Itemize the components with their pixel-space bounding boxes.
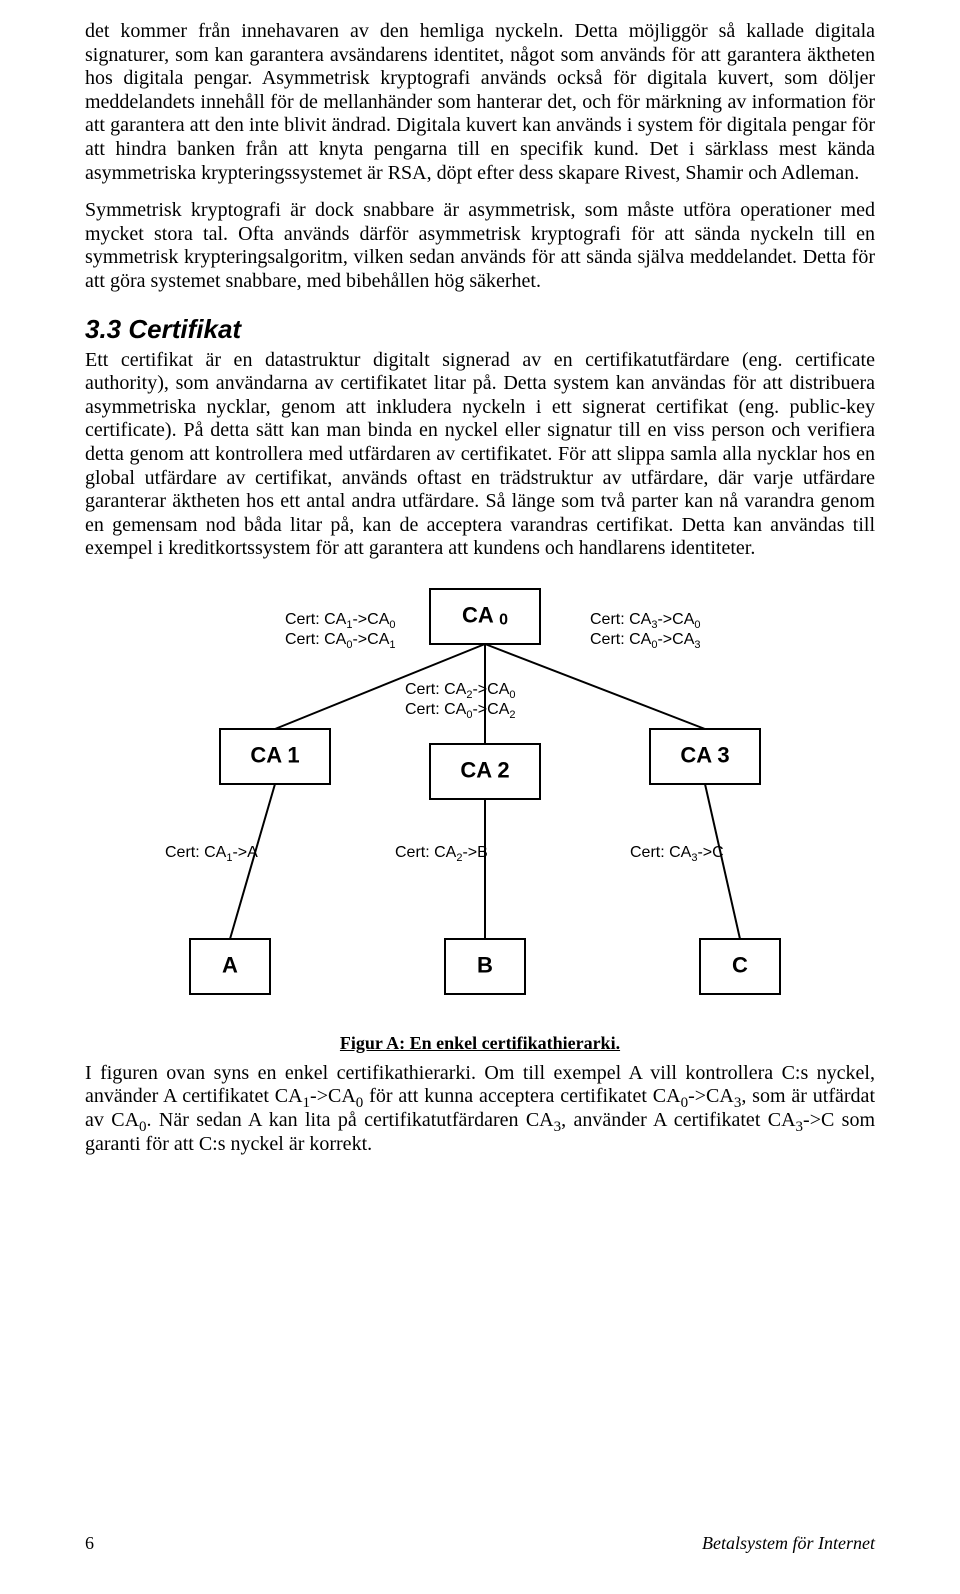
svg-text:Cert: CA2->CA0: Cert: CA2->CA0: [405, 681, 516, 701]
paragraph-3: Ett certifikat är en datastruktur digita…: [85, 349, 875, 561]
svg-text:CA 2: CA 2: [460, 757, 509, 782]
diagram-svg: Cert: CA1->CA0Cert: CA0->CA1 Cert: CA2->C…: [130, 579, 830, 1009]
svg-text:A: A: [222, 952, 238, 977]
svg-text:CA 3: CA 3: [680, 742, 729, 767]
svg-text:Cert: CA0->CA2: Cert: CA0->CA2: [405, 701, 516, 721]
svg-text:Cert: CA3->C: Cert: CA3->C: [630, 844, 724, 864]
doc-title: Betalsystem för Internet: [702, 1533, 875, 1554]
section-heading: 3.3 Certifikat: [85, 314, 875, 345]
svg-text:Cert: CA1->CA0: Cert: CA1->CA0: [285, 611, 396, 631]
certificate-hierarchy-diagram: Cert: CA1->CA0Cert: CA0->CA1 Cert: CA2->C…: [85, 579, 875, 1009]
figure-caption: Figur A: En enkel certifikathierarki.: [85, 1033, 875, 1054]
svg-text:Cert: CA1->A: Cert: CA1->A: [165, 844, 258, 864]
paragraph-1: det kommer från innehavaren av den hemli…: [85, 20, 875, 185]
closing-paragraph: I figuren ovan syns en enkel certifikath…: [85, 1062, 875, 1156]
svg-text:B: B: [477, 952, 493, 977]
svg-text:Cert: CA0->CA1: Cert: CA0->CA1: [285, 631, 396, 651]
svg-text:Cert: CA2->B: Cert: CA2->B: [395, 844, 488, 864]
paragraph-2: Symmetrisk kryptografi är dock snabbare …: [85, 199, 875, 293]
svg-text:CA 1: CA 1: [250, 742, 299, 767]
svg-text:Cert: CA3->CA0: Cert: CA3->CA0: [590, 611, 701, 631]
page-number: 6: [85, 1533, 94, 1554]
page: det kommer från innehavaren av den hemli…: [0, 0, 960, 1594]
page-footer: 6 Betalsystem för Internet: [85, 1533, 875, 1554]
svg-text:Cert: CA0->CA3: Cert: CA0->CA3: [590, 631, 701, 651]
svg-text:C: C: [732, 952, 748, 977]
